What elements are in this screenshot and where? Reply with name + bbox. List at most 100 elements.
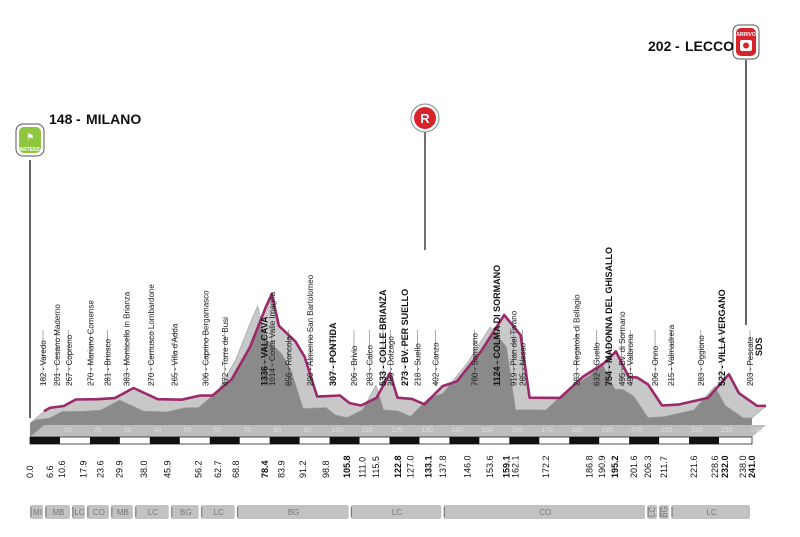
province-segment [200,505,235,519]
province-code: LC [214,508,224,517]
km-label: 228.6 [710,455,720,478]
province-segment [647,505,658,519]
finish-badge-text: ARRIVO [736,32,756,38]
province-segment [671,505,750,519]
waypoint-label: 285 - Dolzago [387,336,396,386]
km-label: 211.7 [659,456,669,478]
province-code: MI [33,508,42,517]
km-label: 91.2 [298,460,308,478]
province-strip-layer: MI MB LC CO MB LC BG LC BG LC CO LC BG LC [30,503,752,521]
km-label: 38.0 [139,460,149,478]
waypoint-label: 273 - BV. PER SUELLO [400,289,410,386]
distance-bar-segment [209,437,240,444]
km-tick: 180 [571,427,583,434]
km-labels-layer: 0.0 6.6 10.6 17.9 23.6 29.9 38.0 45.9 56.2 62.7 68… [25,455,757,478]
km-label: 195.2 [610,455,620,478]
checkered-flag-icon: ⚑ [26,133,34,143]
km-label: 105.8 [342,455,352,478]
km-tick: 140 [451,427,463,434]
km-label: 172.2 [541,455,551,478]
province-segment [350,505,442,519]
waypoint-label: 533 - COLLE BRIANZA [378,289,388,386]
km-tick: 110 [362,427,373,434]
waypoint-label: 402 - Canzo [432,342,441,386]
start-marker: ⚑ PARTENZA 148 - MILANO [15,111,141,418]
distance-bar-segment [329,437,360,444]
km-tick: 90 [303,427,311,434]
province-segment [236,505,349,519]
km-label: 68.8 [231,460,241,478]
km-tick: 50 [184,427,192,434]
waypoint-label: 306 - Caprino Bergamasco [201,290,210,386]
province-segment [659,505,670,519]
km-tick: 20 [94,427,102,434]
waypoint-label: 760 - Sormano [470,333,479,386]
waypoint-label: 267 - Copreno [65,334,74,386]
province-code: CO [93,508,105,517]
km-label: 238.0 [738,455,748,478]
km-tick: 80 [273,427,281,434]
km-label: 17.9 [79,460,89,478]
start-badge-text: PARTENZA [17,147,44,153]
distance-bar-segment [629,437,660,444]
km-label: 98.8 [321,460,331,478]
km-label: 115.5 [371,456,381,478]
distance-bar-segment [269,437,300,444]
km-tick: 10 [64,427,72,434]
province-code: LC [148,508,158,517]
km-label: 45.9 [163,460,173,478]
distance-bar-top [30,425,766,437]
km-label: 137.8 [438,455,448,478]
km-label: 0.0 [25,465,35,478]
finish-separator: - [675,38,680,54]
province-code: LC [392,508,402,517]
km-label: 159.1 [502,455,512,478]
km-tick: 100 [331,427,343,434]
km-label: 241.0 [747,455,757,478]
waypoint-label: 206 - Onno [651,345,660,386]
waypoint-label: 632 - Guello [593,342,602,386]
camera-lens [743,42,749,49]
km-label: 127.0 [405,455,415,478]
km-label: 133.1 [424,455,434,478]
km-label: 146.0 [462,455,472,478]
province-segment [30,505,43,519]
feed-zone-marker: R [410,103,440,250]
waypoint-label: 296 - Almenno San Bartolomeo [306,274,315,386]
km-label: 153.6 [485,455,495,478]
profile-layer [29,292,767,437]
province-code: BG [288,508,300,517]
province-code: BG [180,508,192,517]
km-tick: 220 [691,427,703,434]
finish-city: LECCO [685,38,734,54]
km-label: 56.2 [193,460,203,478]
waypoint-label: 490 - Valbrona [626,334,635,386]
km-label: 78.4 [260,460,270,478]
km-tick: 170 [541,427,553,434]
km-label: 29.9 [115,460,125,478]
waypoint-label: 206 - Brivio [350,345,359,386]
km-label: 206.3 [643,455,653,478]
province-segment [134,505,169,519]
province-code: LC [706,508,716,517]
waypoint-label: 283 - Calco [366,345,375,386]
waypoint-label: 754 - MADONNA DEL GHISALLO [604,247,614,386]
distance-bar-segment [509,437,540,444]
km-tick: 60 [214,427,222,434]
waypoint-label: 1336 - VALCAVA [260,316,270,386]
km-label: 62.7 [213,460,223,478]
km-label: 201.6 [629,455,639,478]
km-label: 10.6 [57,460,67,478]
km-label: 232.0 [720,455,730,478]
province-segment [71,505,85,519]
province-code: LC [74,508,84,517]
province-segment [110,505,133,519]
km-tick: 150 [481,427,493,434]
start-city: MILANO [86,111,141,127]
province-code: CO [539,508,551,517]
km-tick: 40 [154,427,162,434]
end-code: SDS [754,337,764,356]
distance-bar-segment [449,437,480,444]
profile-front-face [30,306,752,437]
distance-bar-layer: 10 20 30 40 50 60 70 80 90 100 110 120 130 140 150 160 1… [29,425,766,445]
